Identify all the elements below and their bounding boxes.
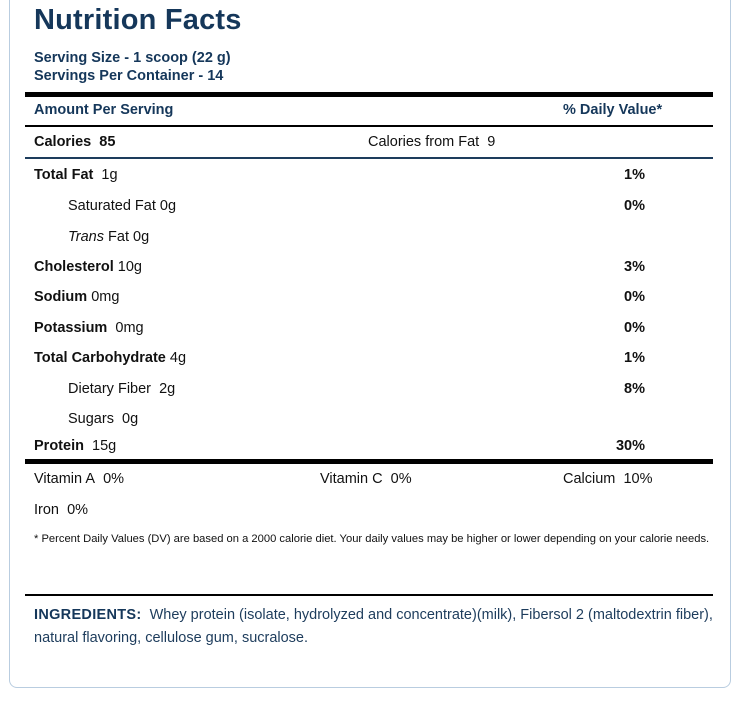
nutrient-name: Sugars [68,411,114,427]
nutrient-name: Dietary Fiber [68,381,151,397]
serving-size: Serving Size - 1 scoop (22 g) [34,50,231,66]
ingredients-label: INGREDIENTS: [34,607,142,623]
nutrient-row-dietary-fiber: Dietary Fiber 2g [68,381,175,397]
vitamin-name: Vitamin A [34,471,95,487]
nutrient-name: Total Fat [34,167,94,183]
nutrient-amount: 0g [133,229,150,245]
nutrient-row-potassium: Potassium 0mg [34,320,144,336]
nutrition-label-panel [9,0,731,688]
nutrient-row-saturated-fat: Saturated Fat 0g [68,198,176,214]
nutrient-dv: 8% [624,381,645,397]
nutrient-amount: 0mg [115,320,144,336]
nutrient-row-sodium: Sodium 0mg [34,289,119,305]
iron: Iron 0% [34,502,88,518]
nutrient-amount: 0g [122,411,139,427]
nutrient-amount: 0g [159,198,177,214]
nutrient-amount: 10g [117,259,142,275]
nutrient-name: Fat [108,229,129,245]
divider-calories [25,157,713,159]
nutrient-dv: 0% [624,289,645,305]
ingredients: INGREDIENTS: Whey protein (isolate, hydr… [34,604,718,649]
calories-from-fat-label: Calories from Fat [368,134,480,150]
nutrient-row-sugars: Sugars 0g [68,411,138,427]
nutrient-dv: 0% [624,320,645,336]
nutrient-amount: 1g [101,167,118,183]
calories-from-fat-value: 9 [487,134,496,150]
nutrient-amount: 0mg [91,289,120,305]
calories-row: Calories 85 [34,134,115,150]
nutrient-row-trans-fat: Trans Fat 0g [68,229,149,245]
nutrient-amount: 15g [92,438,117,454]
page-title: Nutrition Facts [34,4,242,36]
nutrient-dv: 0% [624,198,645,214]
daily-value-header: % Daily Value* [563,102,663,118]
nutrient-dv: 1% [624,350,645,366]
nutrient-row-cholesterol: Cholesterol 10g [34,259,142,275]
nutrient-row-protein: Protein 15g [34,438,116,454]
nutrient-name: Protein [34,438,84,454]
nutrient-name: Cholesterol [34,259,114,275]
nutrient-dv: 30% [615,438,645,454]
vitamin-name: Iron [34,502,59,518]
nutrient-dv: 3% [624,259,645,275]
thick-divider-vitamins [25,459,713,464]
ingredients-text: Whey protein (isolate, hydrolyzed and co… [34,607,713,646]
vitamin-name: Calcium [563,471,616,487]
nutrient-amount: 2g [159,381,176,397]
nutrient-name: Total Carbohydrate [34,350,166,366]
vitamin-value: 10% [623,471,653,487]
vitamin-value: 0% [390,471,412,487]
amount-per-serving-header: Amount Per Serving [34,102,174,118]
divider-ingredients [25,594,713,596]
nutrient-row-total-carbohydrate: Total Carbohydrate 4g [34,350,186,366]
vitamin-name: Vitamin C [320,471,383,487]
nutrient-row-total-fat: Total Fat 1g [34,167,118,183]
vitamin-c: Vitamin C 0% [320,471,412,487]
nutrient-name: Sodium [34,289,88,305]
calories-value: 85 [99,134,116,150]
nutrient-name: Saturated Fat [68,198,156,214]
vitamin-a: Vitamin A 0% [34,471,124,487]
calories-from-fat: Calories from Fat 9 [368,134,495,150]
calories-label: Calories [34,134,92,150]
servings-per-container: Servings Per Container - 14 [34,68,224,84]
nutrient-dv: 1% [624,167,645,183]
thick-divider-top [25,92,713,97]
nutrient-name-italic: Trans [68,229,104,245]
calcium: Calcium 10% [563,471,652,487]
vitamin-value: 0% [103,471,125,487]
divider-header [25,125,713,127]
nutrient-amount: 4g [169,350,187,366]
vitamin-value: 0% [67,502,89,518]
nutrient-name: Potassium [34,320,108,336]
daily-value-footnote: * Percent Daily Values (DV) are based on… [34,533,710,545]
